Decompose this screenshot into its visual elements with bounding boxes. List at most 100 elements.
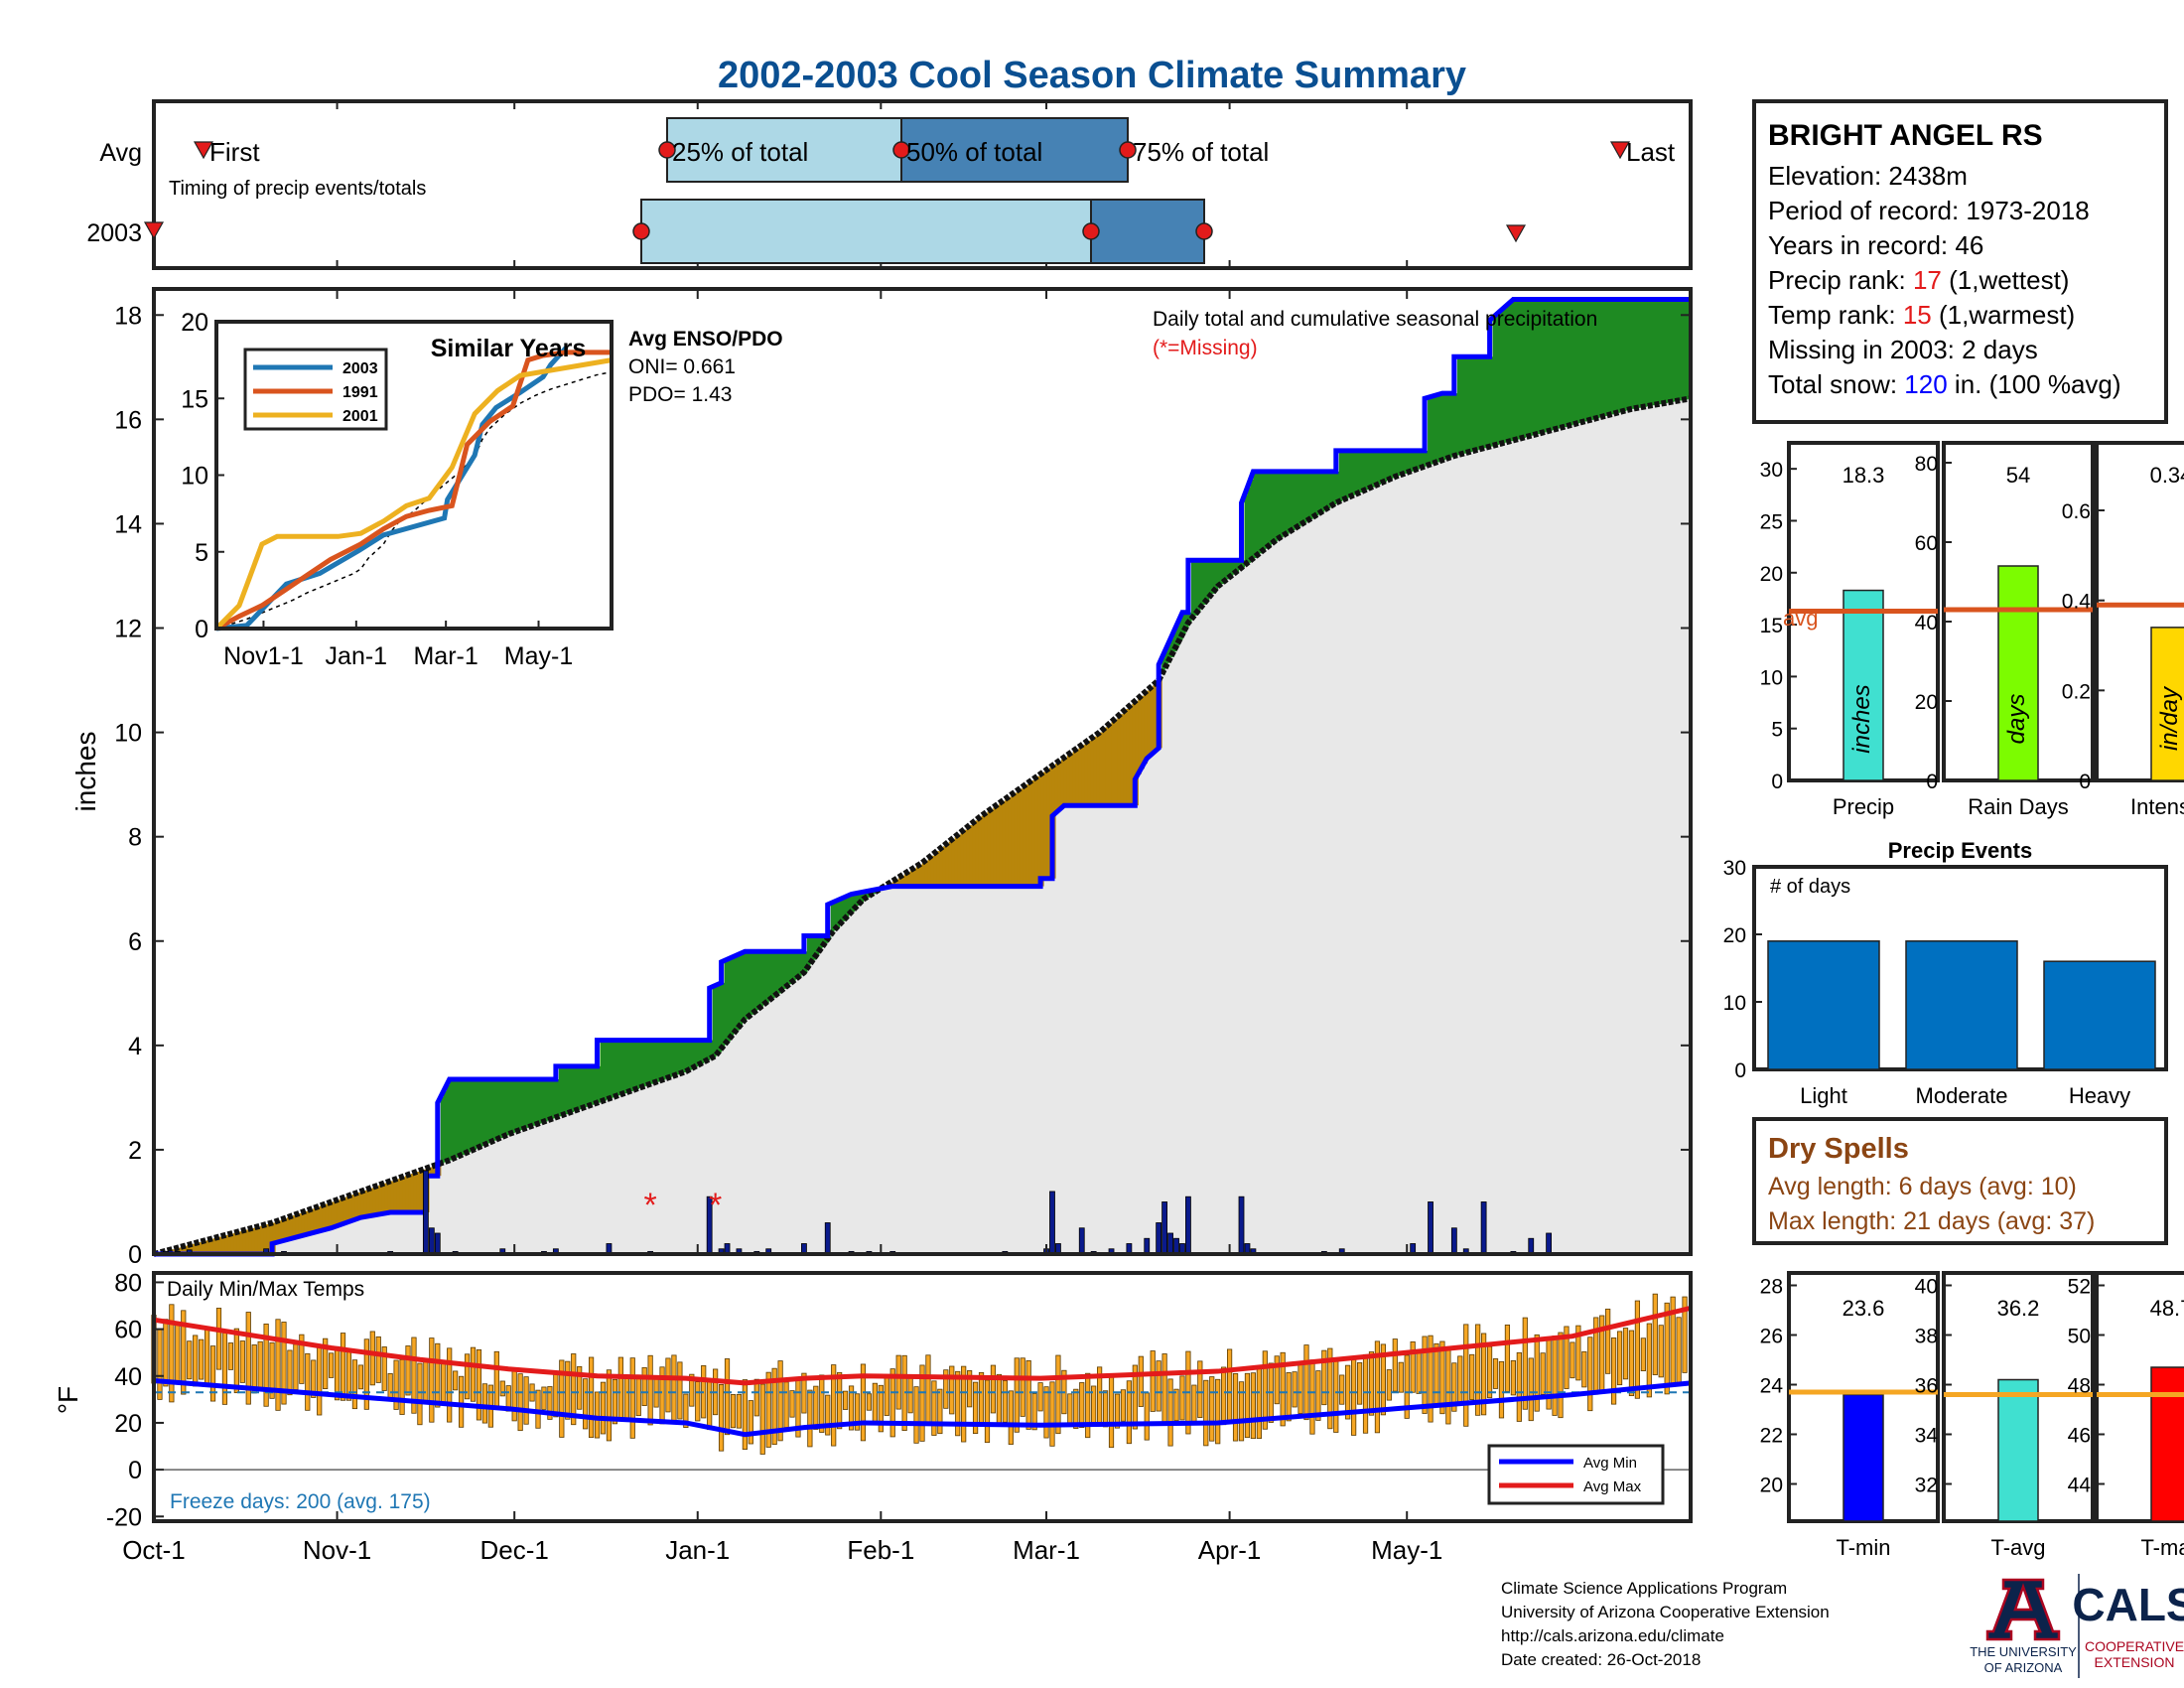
- deficit-fill: [428, 1167, 433, 1177]
- y-tick-label: 12: [114, 616, 142, 643]
- daily-temp-bar: [1049, 1381, 1055, 1447]
- daily-temp-bar: [1156, 1360, 1161, 1412]
- daily-temp-bar: [759, 1383, 765, 1455]
- temp-y-tick-label: 80: [114, 1269, 142, 1297]
- surplus-fill: [1311, 471, 1316, 518]
- deficit-fill: [239, 1231, 243, 1254]
- daily-temp-bar: [1161, 1353, 1167, 1424]
- avg-min-line: [153, 1377, 1692, 1438]
- surplus-fill: [617, 1040, 621, 1096]
- daily-temp-bar: [1481, 1333, 1487, 1416]
- deficit-fill: [204, 1240, 208, 1254]
- surplus-fill: [1235, 560, 1240, 573]
- daily-precip-bar: [1546, 1232, 1553, 1255]
- daily-temp-bar: [1516, 1351, 1522, 1422]
- inset-title: Similar Years: [431, 335, 587, 362]
- deficit-fill: [969, 825, 974, 887]
- surplus-fill: [1317, 471, 1322, 514]
- deficit-fill: [1084, 743, 1089, 806]
- daily-temp-bar: [233, 1328, 239, 1394]
- surplus-fill: [1374, 450, 1379, 487]
- surplus-fill: [1386, 450, 1390, 482]
- daily-temp-bar: [955, 1370, 961, 1437]
- surplus-fill: [774, 951, 778, 996]
- deficit-fill: [1057, 762, 1062, 811]
- surplus-fill: [1453, 393, 1458, 457]
- events-y-tick-label: 20: [1723, 924, 1746, 947]
- deficit-fill: [363, 1190, 367, 1217]
- surplus-fill: [1214, 560, 1219, 591]
- avg-last-marker: [1609, 141, 1631, 160]
- surplus-fill: [665, 1040, 669, 1079]
- surplus-fill: [1371, 450, 1376, 488]
- surplus-fill: [697, 1040, 702, 1065]
- precip-rank: Precip rank: 17 (1,wettest): [1768, 265, 2069, 295]
- daily-temp-bar: [588, 1356, 595, 1439]
- daily-temp-bar: [187, 1340, 193, 1380]
- deficit-fill: [1011, 794, 1015, 887]
- inset-series-2001: [214, 357, 613, 631]
- surplus-fill: [777, 951, 781, 994]
- daily-temp-bar: [1616, 1331, 1623, 1386]
- daily-temp-bar: [748, 1400, 753, 1445]
- deficit-fill: [375, 1186, 379, 1215]
- daily-temp-bar: [1043, 1386, 1049, 1439]
- surplus-fill: [644, 1040, 648, 1086]
- surplus-fill: [1190, 560, 1195, 620]
- deficit-fill: [1111, 722, 1116, 806]
- daily-temp-bar: [541, 1386, 547, 1410]
- surplus-fill: [561, 1065, 566, 1116]
- deficit-fill: [245, 1229, 249, 1254]
- y-tick-label: 14: [114, 510, 142, 538]
- daily-temp-bar: [907, 1377, 913, 1414]
- surplus-fill: [623, 1040, 627, 1094]
- 2003-cumulative-line: [154, 297, 1691, 1257]
- daily-temp-bar: [1073, 1388, 1079, 1429]
- surplus-fill: [1350, 450, 1355, 496]
- 2003-quantile-marker: [632, 222, 650, 240]
- daily-temp-bar: [1339, 1374, 1345, 1405]
- surplus-fill: [1176, 625, 1180, 646]
- surplus-fill: [667, 1040, 672, 1078]
- footer-url[interactable]: http://cals.arizona.edu/climate: [1501, 1626, 1724, 1645]
- surplus-fill: [461, 1078, 466, 1156]
- surplus-fill: [739, 953, 744, 1027]
- surplus-fill: [1389, 450, 1393, 480]
- surplus-fill: [1253, 471, 1257, 559]
- intensity-bar: [2150, 627, 2184, 781]
- cals-logo-text: CALS: [2072, 1579, 2184, 1630]
- daily-temp-bar: [1676, 1317, 1682, 1384]
- surplus-fill: [508, 1078, 512, 1135]
- deficit-fill: [189, 1244, 194, 1254]
- daily-temp-bar: [1540, 1352, 1546, 1395]
- ua-a-shape: [1985, 1578, 2061, 1641]
- surplus-fill: [529, 1078, 533, 1127]
- surplus-fill: [1289, 471, 1293, 532]
- last-label: Last: [1626, 137, 1676, 167]
- daily-temp-bar: [1552, 1336, 1558, 1416]
- daily-precip-bar: [434, 1232, 441, 1255]
- events-y-tick-label: 30: [1723, 857, 1746, 880]
- deficit-fill: [910, 870, 914, 887]
- 2003-q25-q75-box: [640, 199, 1092, 264]
- deficit-fill: [1108, 724, 1113, 806]
- surplus-fill: [523, 1078, 527, 1129]
- surplus-fill: [1244, 494, 1249, 566]
- surplus-fill: [1353, 450, 1358, 495]
- surplus-fill: [481, 1078, 486, 1146]
- daily-temp-bar: [1031, 1393, 1037, 1431]
- daily-temp-bar: [1144, 1392, 1150, 1441]
- surplus-fill: [1410, 450, 1414, 472]
- deficit-fill: [916, 866, 920, 887]
- missing-marker: *: [709, 1187, 722, 1224]
- surplus-fill: [730, 957, 735, 1038]
- deficit-fill: [413, 1173, 418, 1212]
- surplus-fill: [679, 1040, 684, 1074]
- deficit-fill: [328, 1202, 333, 1229]
- surplus-fill: [1468, 356, 1473, 453]
- deficit-fill: [283, 1218, 288, 1241]
- inset-y-tick-label: 0: [195, 616, 208, 643]
- surplus-fill: [836, 901, 841, 928]
- surplus-fill: [609, 1040, 614, 1099]
- surplus-fill: [1667, 299, 1671, 403]
